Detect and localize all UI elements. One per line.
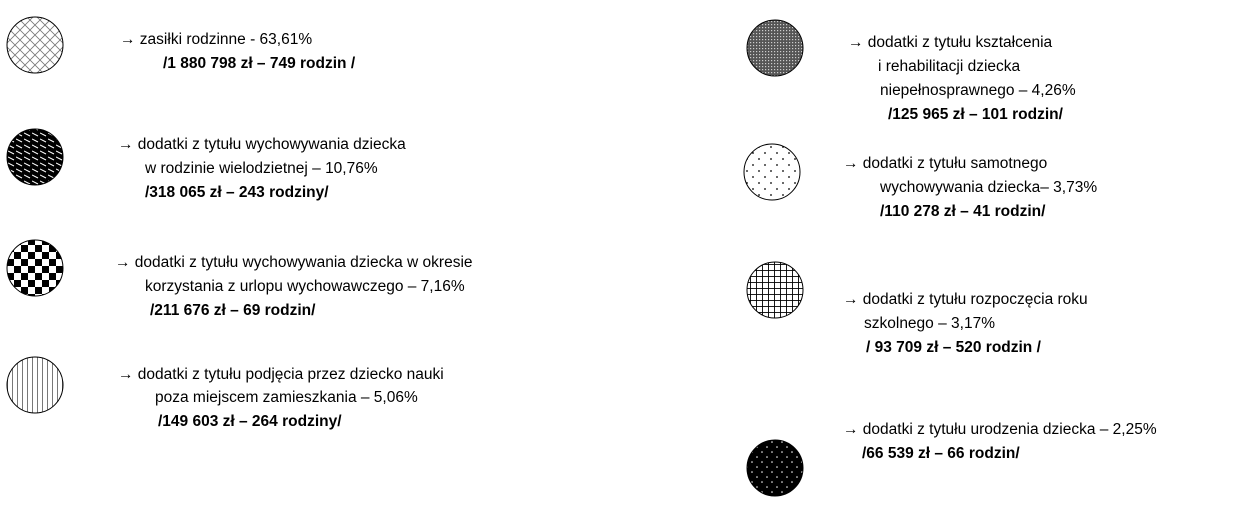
- legend-amount: /1 880 798 zł – 749 rodzin /: [163, 55, 356, 72]
- legend-amount: /66 539 zł – 66 rodzin/: [862, 445, 1020, 462]
- legend-amount: /125 965 zł – 101 rodzin/: [888, 106, 1064, 123]
- legend-label: → dodatki z tytułu samotnego: [843, 155, 1047, 172]
- legend-label: → dodatki z tytułu rozpoczęcia roku: [843, 291, 1088, 308]
- legend-label: → dodatki z tytułu wychowywania dziecka: [118, 136, 406, 153]
- legend-swatch: [6, 239, 64, 297]
- legend-label: poza miejscem zamieszkania – 5,06%: [155, 389, 418, 406]
- legend-label: → zasiłki rodzinne - 63,61%: [120, 31, 312, 48]
- legend-label: → dodatki z tytułu kształcenia: [848, 34, 1053, 51]
- legend-amount: /318 065 zł – 243 rodziny/: [145, 184, 329, 201]
- legend-swatch: [746, 261, 804, 319]
- legend-label: szkolnego – 3,17%: [864, 315, 995, 332]
- legend-amount: /110 278 zł – 41 rodzin/: [880, 203, 1046, 220]
- legend-label: → dodatki z tytułu wychowywania dziecka …: [115, 254, 473, 271]
- legend-label: i rehabilitacji dziecka: [878, 58, 1021, 75]
- legend-swatch: [6, 128, 64, 186]
- legend-amount: / 93 709 zł – 520 rodzin /: [866, 339, 1042, 356]
- legend-swatch: [6, 16, 64, 74]
- legend-swatch: [6, 356, 64, 414]
- legend-label: w rodzinie wielodzietnej – 10,76%: [144, 160, 378, 177]
- legend-label: wychowywania dziecka– 3,73%: [879, 179, 1097, 196]
- legend-amount: /211 676 zł – 69 rodzin/: [150, 302, 316, 319]
- legend-amount: /149 603 zł – 264 rodziny/: [158, 413, 342, 430]
- legend-swatch: [746, 439, 804, 497]
- legend-label: korzystania z urlopu wychowawczego – 7,1…: [145, 278, 465, 295]
- legend-swatch: [746, 19, 804, 77]
- legend-label: → dodatki z tytułu urodzenia dziecka – 2…: [843, 421, 1157, 438]
- legend-label: → dodatki z tytułu podjęcia przez dzieck…: [118, 366, 444, 383]
- legend-label: niepełnosprawnego – 4,26%: [880, 82, 1076, 99]
- legend-swatch: [743, 143, 801, 201]
